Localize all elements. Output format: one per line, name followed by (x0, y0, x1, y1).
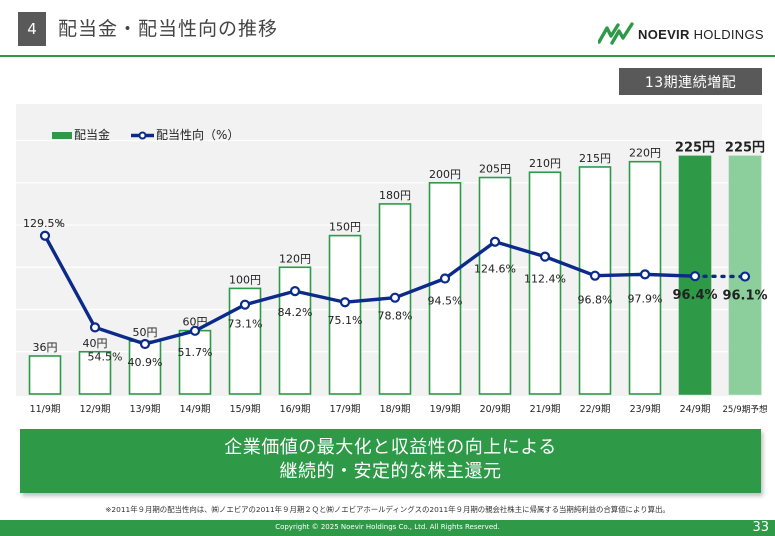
legend-dividend-label: 配当金 (74, 127, 110, 142)
payout-label: 97.9% (628, 292, 663, 305)
x-tick-label: 14/9期 (180, 404, 211, 415)
payout-label: 54.5% (88, 350, 123, 363)
dividend-label: 100円 (229, 273, 261, 286)
key-message-line-2: 継続的・安定的な株主還元 (279, 461, 502, 482)
legend-line-marker (138, 131, 147, 140)
dividend-label: 40円 (83, 337, 108, 350)
x-tick-label: 12/9期 (80, 404, 111, 415)
dividend-label: 225円 (675, 140, 715, 155)
legend-payout-label: 配当性向（%） (156, 127, 239, 142)
payout-point (189, 325, 201, 336)
legend-bar-swatch (52, 132, 72, 139)
noevir-logo-icon (598, 22, 634, 45)
payout-label: 94.5% (428, 295, 463, 308)
x-tick-label: 25/9期予想 (722, 403, 767, 415)
payout-label: 129.5% (23, 217, 65, 230)
dividend-bar (328, 234, 362, 395)
dividend-bar (528, 171, 562, 395)
dividend-bar (28, 355, 62, 395)
dividend-bar (478, 176, 512, 395)
x-tick-label: 22/9期 (580, 404, 611, 415)
dividend-label: 180円 (379, 189, 411, 202)
dividend-bar (128, 340, 162, 395)
footer-bar: Copyright © 2025 Noevir Holdings Co., Lt… (0, 520, 775, 536)
payout-label: 78.8% (378, 310, 413, 323)
logo-suffix: HOLDINGS (693, 26, 764, 42)
x-tick-label: 21/9期 (530, 404, 561, 415)
x-tick-label: 18/9期 (380, 404, 411, 415)
dividend-bar (428, 182, 462, 395)
x-tick-label: 23/9期 (630, 404, 661, 415)
payout-label: 96.4% (672, 288, 717, 303)
dividend-label: 150円 (329, 221, 361, 234)
x-tick-label: 24/9期 (680, 404, 711, 415)
page-title: 配当金・配当性向の推移 (58, 18, 279, 40)
payout-note-mark: ※ (57, 220, 63, 228)
payout-line-actual (43, 234, 696, 346)
dividend-label: 120円 (279, 252, 311, 265)
logo-text: NOEVIR HOLDINGS (638, 27, 764, 42)
dividend-label: 215円 (579, 152, 611, 165)
company-logo: NOEVIR HOLDINGS (598, 22, 764, 46)
x-tick-label: 15/9期 (230, 404, 261, 415)
payout-point (239, 299, 251, 310)
payout-label: 51.7% (178, 346, 213, 359)
payout-label: 96.8% (578, 294, 613, 307)
payout-label: 112.4% (524, 273, 566, 286)
x-axis-ticks: 11/9期 12/9期 13/9期 14/9期 15/9期 16/9期 17/9期 18/9期… (30, 403, 768, 415)
dividend-labels: 36円 40円 50円 60円 100円 120円 150円 180円 200円 205円 210円… (33, 140, 766, 354)
x-tick-label: 20/9期 (480, 404, 511, 415)
x-tick-label: 16/9期 (280, 404, 311, 415)
payout-point (389, 292, 401, 303)
dividend-label: 200円 (429, 168, 461, 181)
copyright: Copyright © 2025 Noevir Holdings Co., Lt… (275, 523, 500, 531)
payout-point (439, 273, 451, 284)
payout-point (339, 297, 351, 308)
dividend-label: 210円 (529, 157, 561, 170)
payout-label: 124.6% (474, 263, 516, 276)
chart-legend: 配当金 配当性向（%） (52, 127, 239, 142)
x-tick-label: 11/9期 (30, 404, 61, 415)
dividend-label: 60円 (183, 316, 208, 329)
payout-point (539, 251, 551, 262)
payout-point (89, 322, 101, 333)
dividend-bar (578, 166, 612, 395)
payout-point (639, 269, 651, 280)
footnote: ※2011年９月期の配当性向は、㈱ノエビアの2011年９月期２Ｑと㈱ノエビアホー… (105, 505, 670, 514)
consecutive-increase-badge: 13期連続増配 (619, 68, 762, 95)
payout-point (39, 230, 51, 241)
key-message-banner: 企業価値の最大化と収益性の向上による 継続的・安定的な株主還元 (20, 429, 761, 493)
payout-point (589, 270, 601, 281)
dividend-bar (178, 329, 212, 395)
payout-labels: 129.5% 54.5% 40.9% 51.7% 73.1% 84.2% 75.1% 78.8… (23, 217, 768, 369)
payout-label: 73.1% (228, 318, 263, 331)
page-number: 33 (752, 520, 769, 535)
key-message-line-1: 企業価値の最大化と収益性の向上による (224, 437, 557, 458)
payout-line (39, 230, 751, 350)
logo-brand: NOEVIR (638, 26, 690, 42)
title-divider (0, 55, 775, 57)
payout-point (489, 236, 501, 247)
payout-point (289, 286, 301, 297)
payout-label: 40.9% (128, 356, 163, 369)
payout-point (739, 271, 751, 282)
payout-point (689, 271, 701, 282)
x-tick-label: 17/9期 (330, 404, 361, 415)
dividend-label: 50円 (133, 326, 158, 339)
dividend-label: 205円 (479, 163, 511, 176)
x-tick-label: 19/9期 (430, 404, 461, 415)
payout-label: 96.1% (722, 289, 767, 304)
dividend-bar (78, 350, 112, 395)
section-number: 4 (18, 12, 46, 46)
payout-label: 84.2% (278, 306, 313, 319)
payout-label: 75.1% (328, 314, 363, 327)
dividend-label: 225円 (725, 140, 765, 155)
x-tick-label: 13/9期 (130, 404, 161, 415)
dividend-label: 220円 (629, 147, 661, 160)
payout-point (139, 338, 151, 350)
dividend-label: 36円 (33, 341, 58, 354)
dividend-chart: 配当金 配当性向（%） 36円 40円 50円 60円 100円 120円 150円 180円… (16, 104, 768, 415)
